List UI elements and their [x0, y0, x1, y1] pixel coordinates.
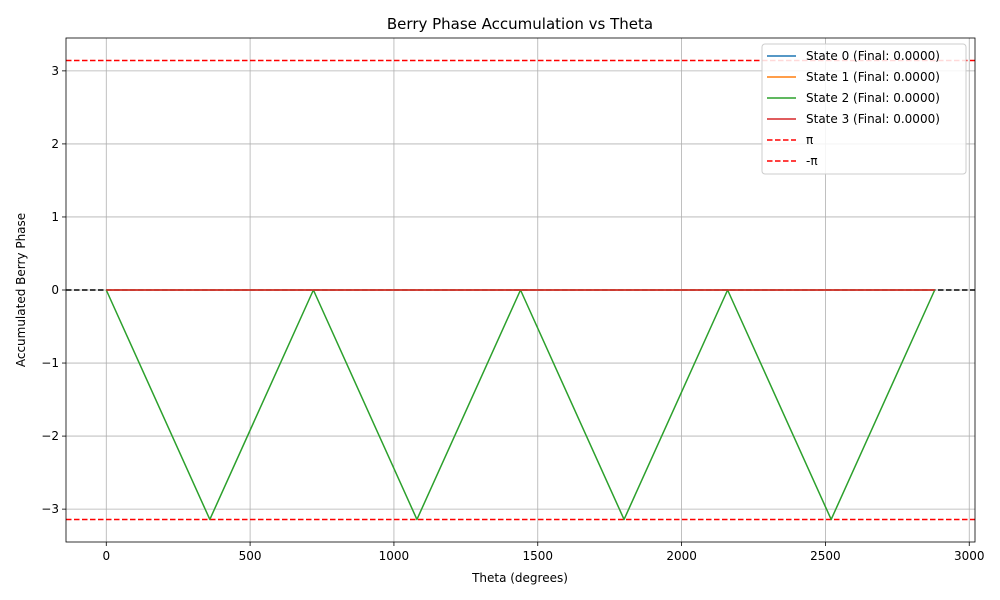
x-ticks: 0 500 1000 1500 2000 2500 3000	[102, 542, 985, 563]
x-tick-label: 1500	[522, 549, 553, 563]
y-ticks: −3 −2 −1 0 1 2 3	[41, 64, 66, 516]
y-tick-label: 0	[51, 283, 59, 297]
y-tick-label: 1	[51, 210, 59, 224]
legend-entry: -π	[806, 154, 818, 168]
x-tick-label: 2000	[666, 549, 697, 563]
legend-entry: State 0 (Final: 0.0000)	[806, 49, 940, 63]
legend-entry: π	[806, 133, 813, 147]
y-tick-label: 3	[51, 64, 59, 78]
y-axis-label: Accumulated Berry Phase	[14, 213, 28, 367]
legend-entry: State 1 (Final: 0.0000)	[806, 70, 940, 84]
y-tick-label: 2	[51, 137, 59, 151]
y-tick-label: −1	[41, 356, 59, 370]
legend-box	[761, 43, 967, 175]
chart-title: Berry Phase Accumulation vs Theta	[387, 15, 653, 33]
y-tick-label: −3	[41, 502, 59, 516]
x-axis-label: Theta (degrees)	[471, 571, 568, 585]
x-tick-label: 500	[239, 549, 262, 563]
legend-entry: State 2 (Final: 0.0000)	[806, 91, 940, 105]
x-tick-label: 2500	[810, 549, 841, 563]
legend: State 0 (Final: 0.0000) State 1 (Final: 0…	[761, 43, 967, 175]
legend-entry: State 3 (Final: 0.0000)	[806, 112, 940, 126]
y-tick-label: −2	[41, 429, 59, 443]
x-tick-label: 1000	[379, 549, 410, 563]
x-tick-label: 3000	[954, 549, 985, 563]
plot-series	[66, 59, 975, 521]
x-tick-label: 0	[102, 549, 110, 563]
